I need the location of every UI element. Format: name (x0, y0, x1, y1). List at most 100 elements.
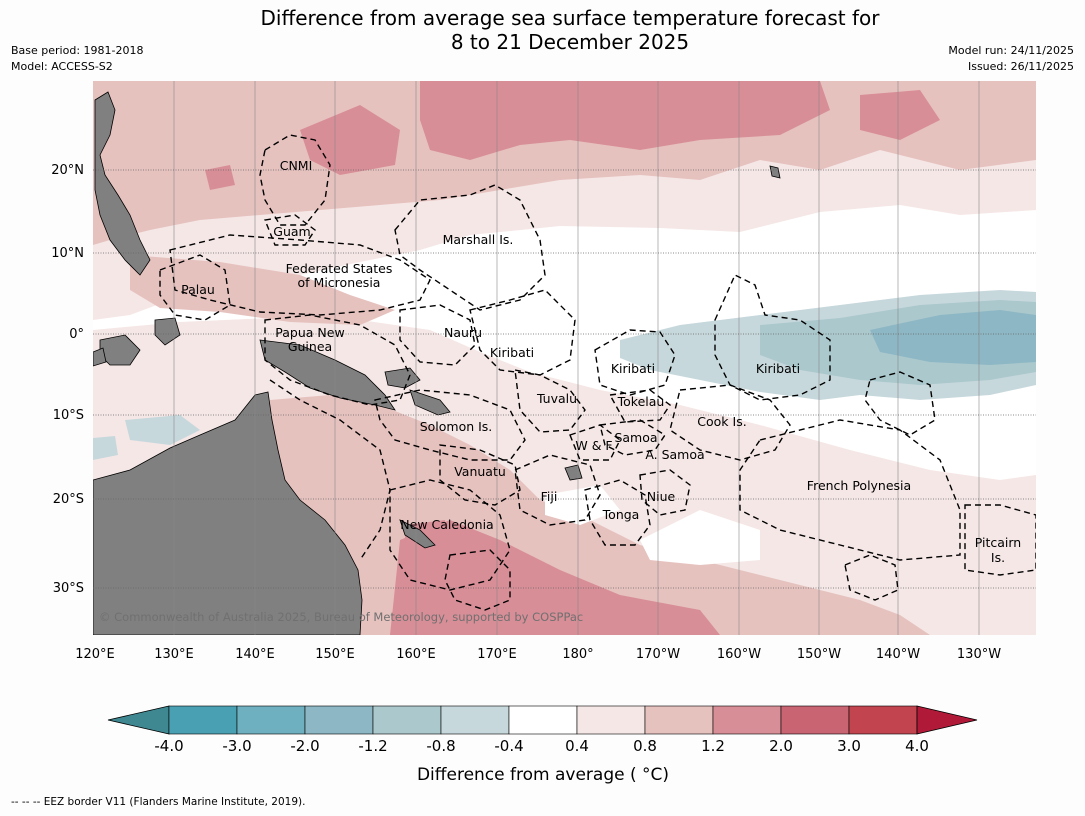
eez-cnmi (259, 134, 331, 226)
eez-footnote: -- -- -- EEZ border V11 (Flanders Marine… (11, 796, 306, 808)
neutral-patch-1 (640, 510, 760, 565)
label-tonga: Tonga (602, 507, 640, 522)
label-fsm-1: Federated States (286, 261, 393, 276)
colorbar-tick-label: 1.2 (701, 737, 725, 755)
title-line-1: Difference from average sea surface temp… (260, 6, 880, 30)
colorbar-segment (576, 705, 646, 735)
label-american-samoa: A. Samoa (645, 447, 704, 462)
colorbar-segment (780, 705, 850, 735)
eez-solomon (374, 389, 526, 461)
eez-kermadec (444, 549, 511, 611)
eez-kiribati-phoenix (594, 329, 676, 396)
x-tick: 130°W (957, 647, 1001, 662)
x-tick: 160°W (717, 647, 761, 662)
eez-kiribati-south (864, 371, 936, 436)
x-axis-labels: 120°E 130°E 140°E 150°E 160°E 170°E 180°… (75, 647, 1001, 662)
eez-kiribati-line (714, 274, 831, 401)
label-tokelau: Tokelau (617, 394, 665, 409)
colorbar-tick-label: 4.0 (905, 737, 929, 755)
colorbar-label: Difference from average ( °C) (417, 765, 669, 785)
meta-left: Base period: 1981-2018 Model: ACCESS-S2 (11, 43, 143, 75)
eez-tuvalu (514, 369, 586, 433)
colorbar-ticks: -4.0 -3.0 -2.0 -1.2 -0.8 -0.4 0.4 0.8 1.2 2.0 3.0 4… (154, 737, 929, 755)
label-nauru: Nauru (444, 325, 482, 340)
meta-right: Model run: 24/11/2025 Issued: 26/11/2025 (948, 43, 1074, 75)
label-guam: Guam (273, 224, 310, 239)
eez-png (264, 314, 411, 406)
australia-land (93, 391, 363, 635)
new-caledonia-land (399, 519, 436, 549)
x-tick: 130°E (154, 647, 194, 662)
label-niue: Niue (647, 489, 676, 504)
eez-tokelau (608, 389, 671, 423)
y-tick: 10°S (53, 408, 84, 423)
label-new-caledonia: New Caledonia (400, 517, 493, 532)
x-tick: 140°E (235, 647, 275, 662)
x-tick: 170°W (636, 647, 680, 662)
papua-new-guinea-land (259, 339, 396, 411)
png-east-land (93, 347, 107, 367)
anomaly-dark-south (390, 520, 720, 635)
base-period: Base period: 1981-2018 (11, 44, 144, 57)
colorbar-tick-label: 0.8 (633, 737, 657, 755)
label-solomon: Solomon Is. (420, 419, 493, 434)
colorbar-segment (304, 705, 374, 735)
eez-samoa (599, 419, 666, 456)
anomaly-cool-coral (125, 415, 200, 445)
label-png-2: Guinea (288, 339, 332, 354)
y-tick: 0° (69, 327, 84, 342)
colorbar-tick-label: 3.0 (837, 737, 861, 755)
colorbar (107, 705, 978, 735)
x-tick: 170°E (477, 647, 517, 662)
eez-palau (159, 254, 231, 321)
x-tick: 140°W (876, 647, 920, 662)
label-fiji: Fiji (541, 489, 558, 504)
x-tick: 120°E (75, 647, 115, 662)
eez-niue (639, 469, 691, 516)
colorbar-tick-label: 0.4 (565, 737, 589, 755)
eez-marshall (394, 184, 546, 311)
eez-nauru (399, 304, 476, 366)
title-line-2: 8 to 21 December 2025 (450, 30, 690, 54)
region-labels: CNMI Guam Marshall Is. Federated States … (181, 158, 1021, 565)
solomon-land (409, 389, 451, 416)
anomaly-dark-north-1 (420, 81, 830, 160)
colorbar-tick-label: 2.0 (769, 737, 793, 755)
label-pitcairn-2: Is. (991, 550, 1005, 565)
land (93, 91, 781, 635)
philippines-land (94, 91, 151, 276)
label-palau: Palau (181, 282, 215, 297)
eez-new-caledonia (389, 479, 511, 591)
label-vanuatu: Vanuatu (454, 464, 506, 479)
map-latitude-lines (93, 169, 1036, 589)
label-pitcairn-1: Pitcairn (975, 535, 1021, 550)
y-tick: 20°S (53, 492, 84, 507)
colorbar-tick-label: -0.4 (494, 737, 523, 755)
map-area (93, 81, 1036, 635)
label-cnmi: CNMI (280, 158, 313, 173)
colorbar-segment (168, 705, 238, 735)
eez-australia (269, 379, 391, 561)
eez-french-polynesia (739, 419, 961, 561)
colorbar-segment (712, 705, 782, 735)
label-marshall: Marshall Is. (443, 232, 514, 247)
eez-guam (264, 214, 316, 246)
anomaly-medium-west (130, 255, 395, 325)
label-png-1: Papua New (275, 325, 344, 340)
eez-pf-outlier (844, 554, 899, 601)
eez-tonga (584, 479, 651, 546)
map-gridlines (173, 81, 980, 635)
colorbar-tick-label: -0.8 (426, 737, 455, 755)
anomaly-dark-north-4 (205, 165, 235, 190)
label-cook: Cook Is. (697, 414, 746, 429)
colorbar-extend-low (107, 705, 170, 735)
x-tick: 150°W (797, 647, 841, 662)
eez-borders (159, 134, 1036, 611)
colorbar-segment (508, 705, 578, 735)
anomaly-cool-core (870, 310, 1036, 365)
y-tick: 30°S (53, 581, 84, 596)
colorbar-segment (372, 705, 442, 735)
y-axis-labels: 20°N 10°N 0° 10°S 20°S 30°S (51, 163, 84, 596)
colorbar-tick-label: -2.0 (290, 737, 319, 755)
